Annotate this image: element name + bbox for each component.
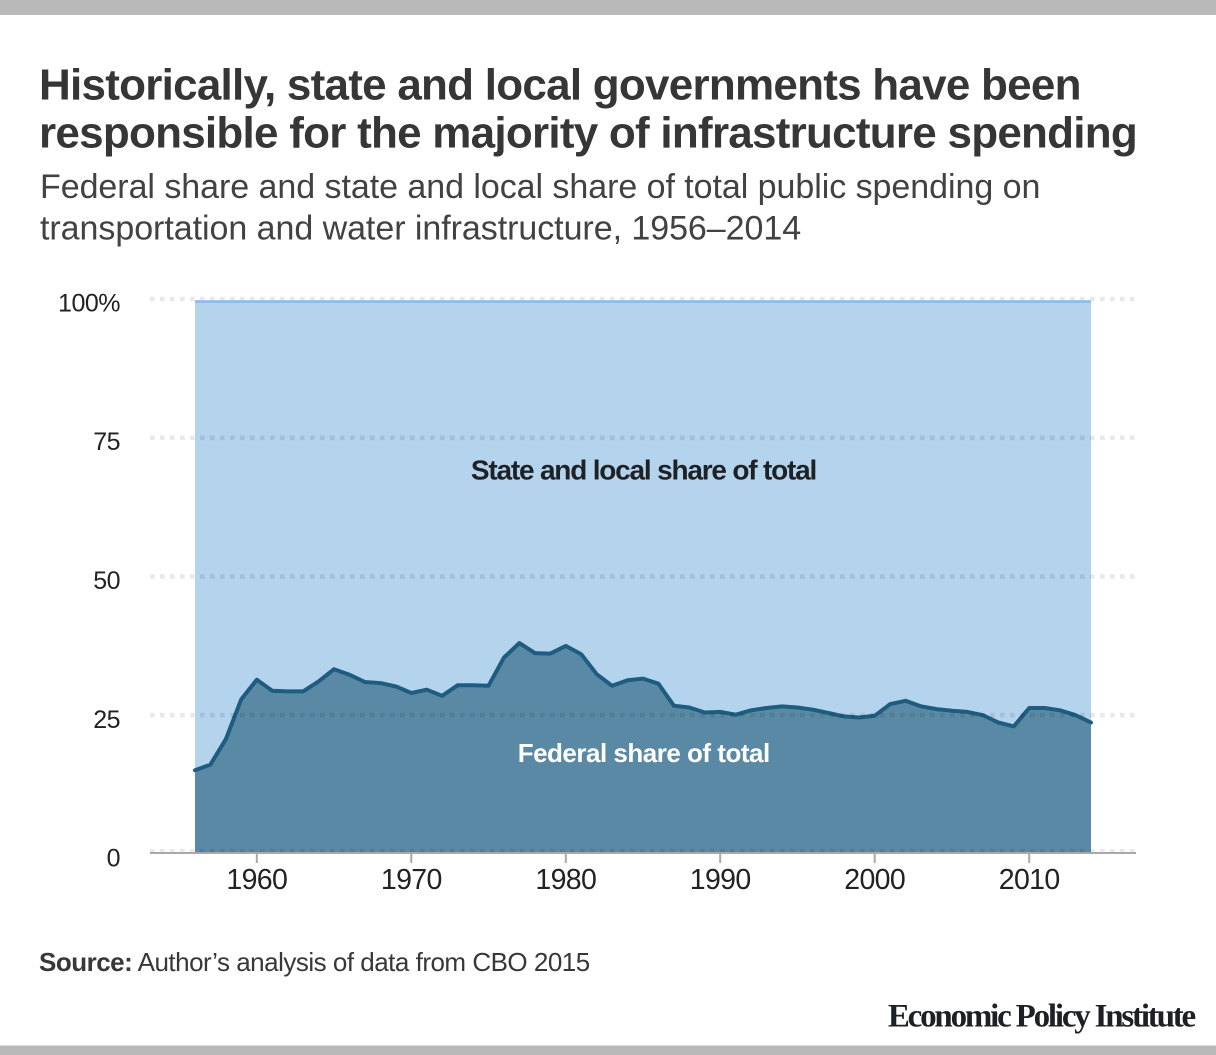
svg-text:1990: 1990 (690, 864, 751, 896)
svg-text:Source: Author’s analysis of d: Source: Author’s analysis of data from C… (39, 947, 590, 977)
svg-text:2010: 2010 (999, 864, 1060, 896)
svg-text:25: 25 (93, 706, 120, 734)
svg-text:transportation and water infra: transportation and water infrastructure,… (40, 210, 801, 248)
svg-text:1970: 1970 (381, 864, 442, 896)
svg-text:responsible for the majority o: responsible for the majority of infrastr… (39, 109, 1137, 158)
svg-text:50: 50 (93, 567, 120, 595)
svg-text:Historically, state and local: Historically, state and local government… (39, 61, 1081, 110)
svg-text:2000: 2000 (844, 864, 905, 896)
svg-text:0: 0 (107, 845, 120, 873)
svg-text:1980: 1980 (535, 864, 596, 896)
svg-text:State and local share of total: State and local share of total (471, 454, 816, 485)
svg-text:75: 75 (93, 428, 120, 456)
svg-text:100%: 100% (58, 290, 120, 318)
svg-text:Federal share and state and lo: Federal share and state and local share … (40, 168, 1040, 206)
svg-text:Federal share of total: Federal share of total (518, 738, 770, 768)
svg-text:1960: 1960 (226, 864, 287, 896)
svg-text:Economic Policy Institute: Economic Policy Institute (888, 999, 1196, 1035)
